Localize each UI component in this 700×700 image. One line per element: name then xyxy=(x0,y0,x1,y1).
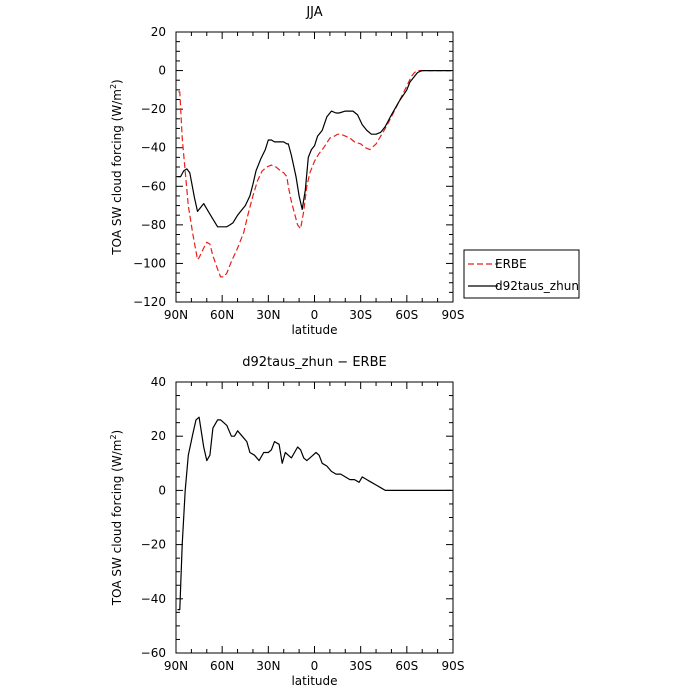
chart0-x-tick-label: 30S xyxy=(349,308,372,322)
chart1-x-tick-label: 90N xyxy=(164,659,188,673)
chart1-x-tick-label: 0 xyxy=(311,659,319,673)
chart1-y-axis-label-text: TOA SW cloud forcing (W/m xyxy=(110,440,124,607)
chart0-series-line-erbe xyxy=(178,69,450,278)
chart1-plot-frame xyxy=(175,381,454,654)
chart1-x-tick-label: 30S xyxy=(349,659,372,673)
chart0-y-tick-label: −100 xyxy=(133,256,166,270)
chart0-x-tick-label: 60S xyxy=(395,308,418,322)
chart0-x-axis-label: latitude xyxy=(291,323,337,337)
chart0-y-tick-label: −40 xyxy=(141,141,166,155)
chart1-y-tick-label: 20 xyxy=(151,429,166,443)
chart1-y-tick-label: −40 xyxy=(141,592,166,606)
chart0-y-axis-label: TOA SW cloud forcing (W/m2) xyxy=(109,79,124,255)
chart0-y-tick-label: 20 xyxy=(151,25,166,39)
chart0-y-tick-label: 0 xyxy=(158,64,166,78)
chart1-y-tick-label: 0 xyxy=(158,483,166,497)
chart0-legend-box xyxy=(463,249,580,299)
chart1-panel: d92taus_zhun − ERBE 90N 60N 30N 0 30S 60S 90S 40… xyxy=(109,355,464,688)
chart0-x-tick-label: 0 xyxy=(311,308,319,322)
chart0-y-axis-label-close: ) xyxy=(110,79,124,84)
chart1-x-axis-label: latitude xyxy=(291,674,337,688)
chart1-x-tick-label: 60N xyxy=(210,659,234,673)
chart0-x-tick-label: 90S xyxy=(442,308,465,322)
chart0-y-tick-label: −120 xyxy=(133,295,166,309)
chart0-legend-label: d92taus_zhun xyxy=(495,279,579,293)
chart1-y-tick-label: 40 xyxy=(151,375,166,389)
chart1-title: d92taus_zhun − ERBE xyxy=(242,355,386,370)
chart0-y-axis-label-text: TOA SW cloud forcing (W/m xyxy=(110,89,124,256)
chart1-y-tick-label: −60 xyxy=(141,646,166,660)
chart0-plot-frame xyxy=(175,31,454,303)
chart1-y-axis-label-superscript: 2 xyxy=(109,434,118,439)
chart0-legend: ERBE d92taus_zhun xyxy=(463,249,580,299)
chart0-y-tick-label: −80 xyxy=(141,218,166,232)
chart0-x-tick-label: 30N xyxy=(256,308,280,322)
chart1-y-tick-label: −20 xyxy=(141,538,166,552)
chart1-series-line-0 xyxy=(177,416,452,611)
chart0-legend-label: ERBE xyxy=(495,257,527,271)
chart0-series-line-d92taus-zhun xyxy=(177,69,452,228)
chart0-x-tick-label: 90N xyxy=(164,308,188,322)
chart0-panel: JJA 90N 60N 30N 0 30S 60S 90S 20 0 −20 −40 −60 −80 −10… xyxy=(109,5,580,337)
chart0-y-tick-label: −60 xyxy=(141,179,166,193)
chart1-x-tick-label: 30N xyxy=(256,659,280,673)
chart1-y-axis-label-close: ) xyxy=(110,430,124,435)
chart1-y-axis-label: TOA SW cloud forcing (W/m2) xyxy=(109,430,124,606)
chart0-x-tick-label: 60N xyxy=(210,308,234,322)
chart0-title: JJA xyxy=(305,5,322,20)
chart1-x-tick-label: 60S xyxy=(395,659,418,673)
chart1-x-tick-label: 90S xyxy=(442,659,465,673)
chart0-y-axis-label-superscript: 2 xyxy=(109,84,118,89)
chart0-y-tick-label: −20 xyxy=(141,102,166,116)
